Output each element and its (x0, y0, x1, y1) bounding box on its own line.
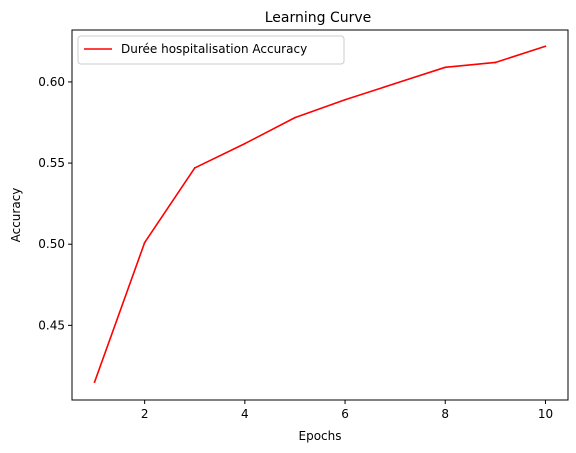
y-tick-label: 0.55 (38, 156, 65, 170)
x-axis-label: Epochs (299, 429, 342, 443)
data-point (394, 82, 397, 85)
data-point (193, 167, 196, 169)
y-axis-label: Accuracy (9, 188, 23, 243)
x-tick-label: 6 (341, 407, 349, 421)
series-line-0 (93, 45, 546, 383)
data-point (444, 66, 447, 69)
plot-area (71, 29, 569, 401)
y-tick-label: 0.45 (38, 318, 65, 332)
x-tick-label: 2 (141, 407, 149, 421)
x-tick-label: 8 (441, 407, 449, 421)
data-point (243, 142, 246, 145)
data-point (494, 61, 497, 64)
chart-title: Learning Curve (265, 10, 372, 26)
y-axis-ticks: 0.45 0.50 0.55 0.60 (38, 75, 72, 332)
legend-box (77, 35, 345, 65)
data-point (544, 45, 547, 48)
plot-frame (71, 29, 569, 401)
data-point (294, 116, 296, 119)
data-point (344, 98, 346, 101)
x-axis-ticks: 2 4 6 8 10 (141, 400, 553, 421)
y-tick-label: 0.60 (38, 75, 65, 89)
x-tick-label: 4 (241, 407, 249, 421)
legend: Durée hospitalisation Accuracy (77, 35, 345, 65)
series-layer (93, 45, 547, 384)
x-tick-label: 10 (538, 407, 553, 421)
data-point (93, 381, 96, 384)
legend-entry-label: Durée hospitalisation Accuracy (121, 42, 307, 56)
data-point (143, 241, 146, 244)
y-tick-label: 0.50 (38, 237, 65, 251)
